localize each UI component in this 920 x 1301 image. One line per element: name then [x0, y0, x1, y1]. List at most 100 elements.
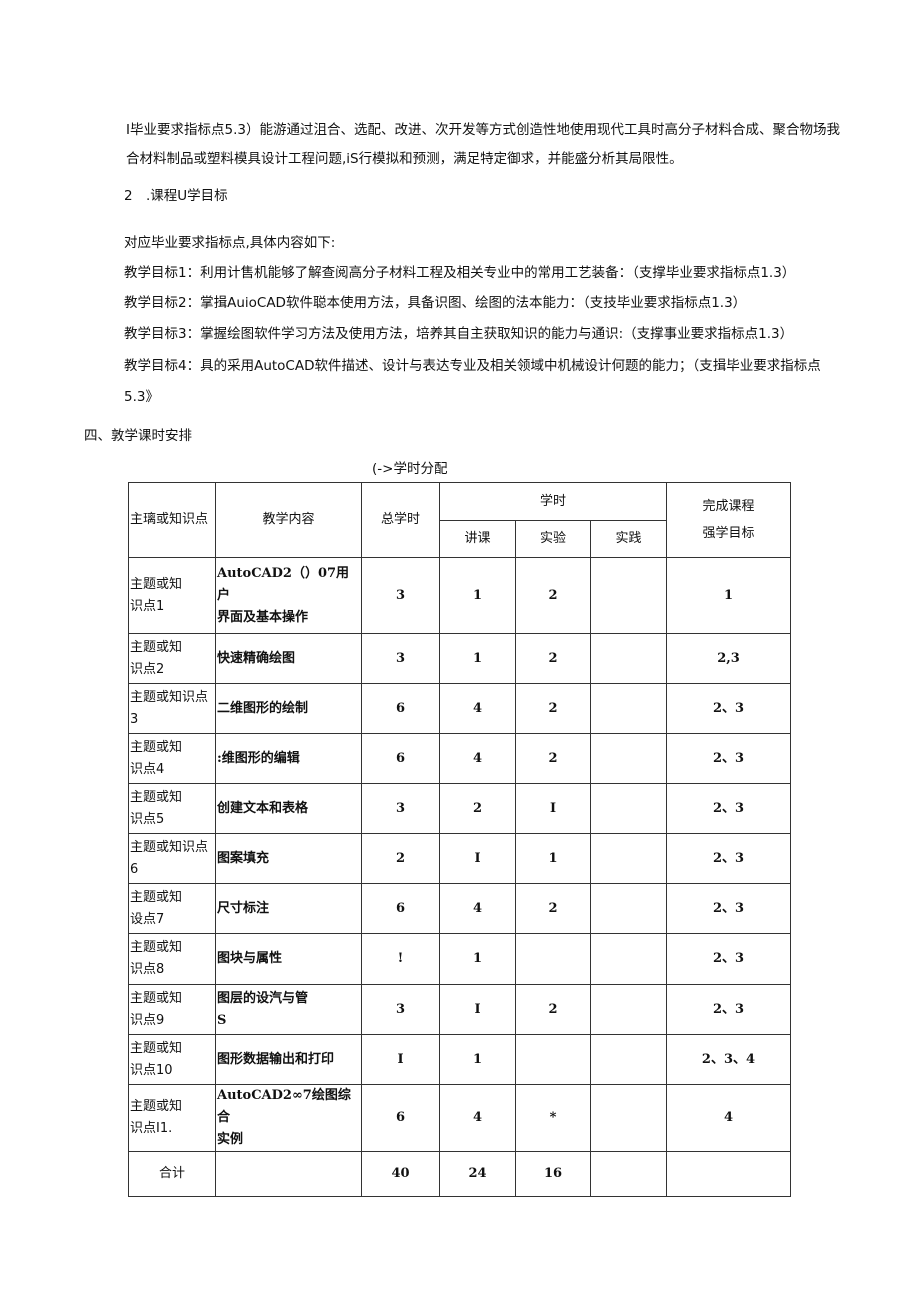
- table-cell: 图形数据输出和打印: [215, 1034, 362, 1085]
- goal: 教学目标3：掌握绘图软件学习方法及使用方法，培养其自主获取知识的能力与通识:（支…: [124, 326, 794, 342]
- table-cell: 2: [515, 733, 591, 784]
- table-cell: 主题或知 识点10: [128, 1034, 216, 1085]
- table-cell: [590, 833, 667, 884]
- table-cell: 4: [666, 1084, 791, 1152]
- table-cell: 3: [361, 557, 440, 634]
- table-cell: [590, 883, 667, 934]
- table-cell: 二维图形的绘制: [215, 683, 362, 734]
- header-cell: 完成课程 强学目标: [666, 482, 791, 558]
- table-cell: 1: [439, 557, 516, 634]
- table-cell: 主题或知 识点9: [128, 984, 216, 1035]
- table-cell: 主题或知 识点8: [128, 933, 216, 985]
- table-row: 主题或知 识点I1. AutoCAD2∞7绘图综合 实例 6 4 * 4: [128, 1084, 791, 1152]
- header-cell: 实践: [590, 520, 667, 558]
- table-cell: 主题或知 识点I1.: [128, 1084, 216, 1152]
- table-cell: 尺寸标注: [215, 883, 362, 934]
- table-cell: [590, 933, 667, 985]
- table-row: 主题或知 识点4:维图形的编辑 6 4 2 2、3: [128, 733, 791, 784]
- header-cell: 教学内容: [215, 482, 362, 558]
- goal: 教学目标2：掌揖AuioCAD软件聪本使用方法，具备识图、绘图的法本能力：（支技…: [124, 295, 747, 311]
- table-cell: 2: [515, 633, 591, 684]
- table-cell: 4: [439, 683, 516, 734]
- table-cell: :维图形的编辑: [215, 733, 362, 784]
- table-cell: 2: [439, 783, 516, 834]
- table-cell: [515, 933, 591, 985]
- table-cell: *: [515, 1084, 591, 1152]
- table-caption: (->学时分配: [372, 461, 448, 477]
- table-cell: [590, 984, 667, 1035]
- table-cell: 合计: [128, 1151, 216, 1197]
- table-cell: 主题或知识点 6: [128, 833, 216, 884]
- table-cell: 主题或知 识点5: [128, 783, 216, 834]
- table-cell: 2: [515, 984, 591, 1035]
- table-cell: [590, 683, 667, 734]
- table-cell: 3: [361, 783, 440, 834]
- table-cell: 2、3、4: [666, 1034, 791, 1085]
- table-cell: [590, 1034, 667, 1085]
- table-cell: 快速精确绘图: [215, 633, 362, 684]
- section-title: 四、敦学课时安排: [84, 428, 192, 444]
- table-row: 合计 40 24 16: [128, 1151, 791, 1197]
- table-cell: 3: [361, 633, 440, 684]
- table-cell: 24: [439, 1151, 516, 1197]
- table-cell: [590, 783, 667, 834]
- table-cell: 1: [439, 1034, 516, 1085]
- table-cell: 主题或知 识点2: [128, 633, 216, 684]
- table-cell: 3: [361, 984, 440, 1035]
- table-row: 主题或知 识点1 AutoCAD2（）07用户 界面及基本操作 3 1 2 1: [128, 557, 791, 634]
- table-cell: 6: [361, 883, 440, 934]
- table-row: 主题或知 识点5 创建文本和表格 3 2 I 2、3: [128, 783, 791, 834]
- table-cell: 2、3: [666, 733, 791, 784]
- table: 主璃或知识点 教学内容 总学时 学时 完成课程 强学目标 讲课 实验 实践 主题…: [128, 482, 791, 1197]
- goal: 教学目标1：利用计售机能够了解查阅高分子材料工程及相关专业中的常用工艺装备：（支…: [124, 265, 796, 281]
- table-cell: 2: [515, 683, 591, 734]
- table-cell: AutoCAD2∞7绘图综合 实例: [215, 1084, 362, 1152]
- table-cell: 主题或知识点 3: [128, 683, 216, 734]
- table-row: 主题或知 设点7 尺寸标注 6 4 2 2、3: [128, 883, 791, 934]
- table-cell: I: [439, 984, 516, 1035]
- header-cell: 讲课: [439, 520, 516, 558]
- table-cell: 2、3: [666, 984, 791, 1035]
- header-cell: 主璃或知识点: [128, 482, 216, 558]
- table-cell: [590, 1151, 667, 1197]
- table-cell: 6: [361, 683, 440, 734]
- table-row: 主题或知识点 3 二维图形的绘制 6 4 2 2、3: [128, 683, 791, 734]
- table-cell: 4: [439, 1084, 516, 1152]
- table-cell: 1: [439, 933, 516, 985]
- table-cell: I: [439, 833, 516, 884]
- table-cell: 4: [439, 733, 516, 784]
- section-number: 2: [124, 188, 133, 204]
- table-cell: 2、3: [666, 833, 791, 884]
- table-row: 主题或知识点 6 图案填充 2 I 1 2、3: [128, 833, 791, 884]
- table-cell: 2: [361, 833, 440, 884]
- header-cell: 总学时: [361, 482, 440, 558]
- header-cell: 学时: [439, 482, 667, 521]
- table-cell: 1: [666, 557, 791, 634]
- table-cell: 2,3: [666, 633, 791, 684]
- table-cell: !: [361, 933, 440, 985]
- goal: 教学目标4：具的采用AutoCAD软件描述、设计与表达专业及相关领域中机械设计何…: [124, 358, 821, 405]
- table-cell: 6: [361, 733, 440, 784]
- table-cell: 创建文本和表格: [215, 783, 362, 834]
- table-cell: 主题或知 设点7: [128, 883, 216, 934]
- table-row: 主题或知 识点2 快速精确绘图 3 1 2 2,3: [128, 633, 791, 684]
- table-row: 主题或知 识点10 图形数据输出和打印 I 1 2、3、4: [128, 1034, 791, 1085]
- table-cell: 2、3: [666, 933, 791, 985]
- table-cell: [590, 557, 667, 634]
- table-cell: 6: [361, 1084, 440, 1152]
- table-cell: [590, 633, 667, 684]
- table-cell: 1: [439, 633, 516, 684]
- table-cell: 图案填充: [215, 833, 362, 884]
- table-cell: 主题或知 识点4: [128, 733, 216, 784]
- table-cell: 主题或知 识点1: [128, 557, 216, 634]
- table-cell: 2: [515, 883, 591, 934]
- table-cell: 2: [515, 557, 591, 634]
- header-cell: 实验: [515, 520, 591, 558]
- table-row: 主题或知 识点8 图块与属性! 1 2、3: [128, 933, 791, 985]
- table-cell: AutoCAD2（）07用户 界面及基本操作: [215, 557, 362, 634]
- table-cell: 2、3: [666, 883, 791, 934]
- table-cell: 图块与属性: [215, 933, 362, 985]
- table-cell: [590, 1084, 667, 1152]
- table-cell: I: [515, 783, 591, 834]
